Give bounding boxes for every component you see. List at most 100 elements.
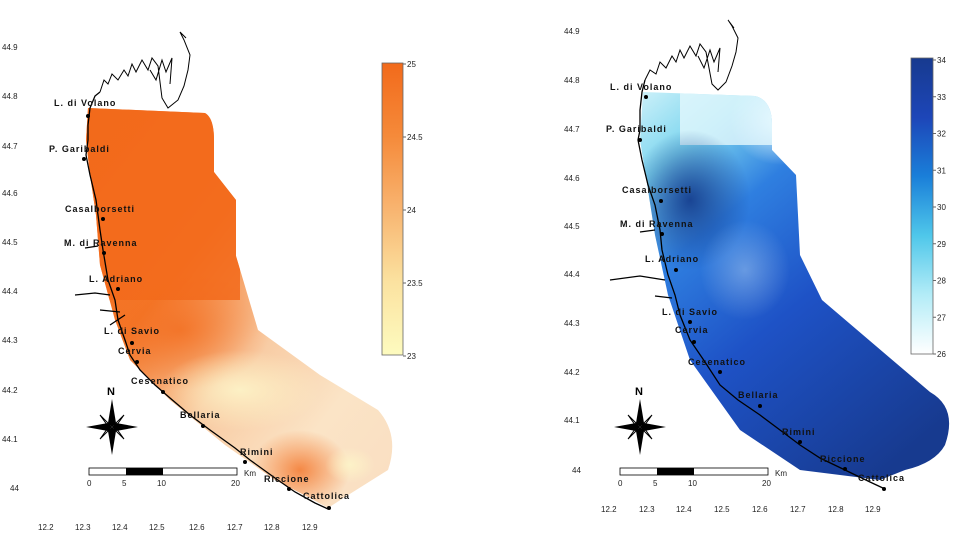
right-place-label: Cervia [675,325,709,335]
right-place-label: Bellaria [738,390,779,400]
left-y-tick-label: 44.5 [2,238,18,247]
right-scale-10: 10 [688,479,697,488]
right-place-label: Casalborsetti [622,185,692,195]
right-y-tick-label: 44 [572,466,581,475]
left-scale-bar: 0 5 10 20 Km [87,467,256,488]
left-place-label: Cervia [118,346,152,356]
right-x-tick-label: 12.2 [601,505,617,514]
left-x-tick-label: 12.5 [149,523,165,532]
left-y-tick-label: 44 [10,484,19,493]
left-place-marker [82,157,86,161]
right-place-marker [798,440,802,444]
left-map: 12.2 12.3 12.4 12.5 12.6 12.7 12.8 12.9 4444.14… [2,31,423,532]
right-scale-bar: 0 5 10 20 Km [618,467,787,488]
left-place-label: L. di Savio [104,326,160,336]
right-place-marker [659,199,663,203]
right-colorbar-label: 31 [937,166,946,175]
left-place-label: L. di Volano [54,98,116,108]
left-y-tick-label: 44.4 [2,287,18,296]
right-place-label: L. di Volano [610,82,672,92]
left-scale-5: 5 [122,479,127,488]
right-x-axis: 12.2 12.3 12.4 12.5 12.6 12.7 12.8 12.9 [601,505,881,514]
left-x-tick-label: 12.7 [227,523,243,532]
right-lagoon [644,19,739,91]
right-y-tick-label: 44.6 [564,174,580,183]
left-place-label: Riccione [264,474,310,484]
right-place-label: M. di Ravenna [620,219,694,229]
right-place-marker [843,467,847,471]
left-lagoon [99,31,191,109]
right-x-tick-label: 12.4 [676,505,692,514]
right-scale-5: 5 [653,479,658,488]
left-place-marker [101,217,105,221]
right-x-tick-label: 12.6 [752,505,768,514]
right-colorbar-label: 29 [937,240,946,249]
right-place-label: Rimini [782,427,816,437]
right-north-arrow: N [614,386,666,455]
left-scale-0: 0 [87,479,92,488]
left-place-labels: L. di Volano P. Garibaldi Casalborsetti M. … [49,98,350,510]
left-x-tick-label: 12.4 [112,523,128,532]
right-place-marker [638,138,642,142]
left-y-axis: 44 44.1 44.2 44.3 44.4 44.5 44.6 44.7 44.8 44.9 [2,43,19,493]
right-y-tick-label: 44.2 [564,368,580,377]
right-place-label: P. Garibaldi [606,124,667,134]
left-place-marker [161,390,165,394]
right-scale-20: 20 [762,479,771,488]
right-colorbar-label: 34 [937,56,946,65]
right-y-tick-label: 44.5 [564,222,580,231]
right-place-label: L. Adriano [645,254,699,264]
right-map: 12.2 12.3 12.4 12.5 12.6 12.7 12.8 12.9 44 44.1 4… [564,19,950,514]
left-x-tick-label: 12.8 [264,523,280,532]
right-place-label: L. di Savio [662,307,718,317]
right-x-tick-label: 12.3 [639,505,655,514]
left-place-label: P. Garibaldi [49,144,110,154]
left-colorbar-label: 23.5 [407,279,423,288]
left-place-marker [86,114,90,118]
left-place-marker [102,251,106,255]
right-colorbar-label: 30 [937,203,946,212]
left-scale-10: 10 [157,479,166,488]
right-y-tick-label: 44.1 [564,416,580,425]
left-y-tick-label: 44.7 [2,142,18,151]
right-colorbar-label: 32 [937,130,946,139]
right-place-marker [688,320,692,324]
right-place-marker [644,95,648,99]
left-x-tick-label: 12.3 [75,523,91,532]
left-scale-20: 20 [231,479,240,488]
left-place-label: Cesenatico [131,376,189,386]
left-place-label: Bellaria [180,410,221,420]
left-place-marker [201,424,205,428]
right-place-marker [674,268,678,272]
left-y-tick-label: 44.8 [2,92,18,101]
right-scale-unit: Km [775,469,787,478]
right-y-tick-label: 44.9 [564,27,580,36]
left-place-label: Rimini [240,447,274,457]
right-x-tick-label: 12.9 [865,505,881,514]
left-data-field [86,108,393,508]
right-x-tick-label: 12.8 [828,505,844,514]
right-place-marker [758,404,762,408]
left-colorbar-label: 24.5 [407,133,423,142]
left-place-label: Cattolica [303,491,350,501]
left-colorbar-label: 23 [407,352,416,361]
right-y-tick-label: 44.3 [564,319,580,328]
right-y-tick-label: 44.4 [564,270,580,279]
left-place-marker [287,487,291,491]
right-colorbar-label: 26 [937,350,946,359]
right-place-labels: L. di Volano P. Garibaldi Casalborsetti M. … [606,82,904,491]
left-coastline [85,91,329,510]
right-x-tick-label: 12.7 [790,505,806,514]
right-north-label: N [635,386,643,398]
left-y-tick-label: 44.6 [2,189,18,198]
left-y-tick-label: 44.3 [2,336,18,345]
left-y-tick-label: 44.9 [2,43,18,52]
left-place-marker [130,341,134,345]
right-x-tick-label: 12.5 [714,505,730,514]
right-y-tick-label: 44.7 [564,125,580,134]
left-place-marker [116,287,120,291]
right-colorbar-label: 27 [937,313,946,322]
left-x-tick-label: 12.9 [302,523,318,532]
right-place-marker [718,370,722,374]
